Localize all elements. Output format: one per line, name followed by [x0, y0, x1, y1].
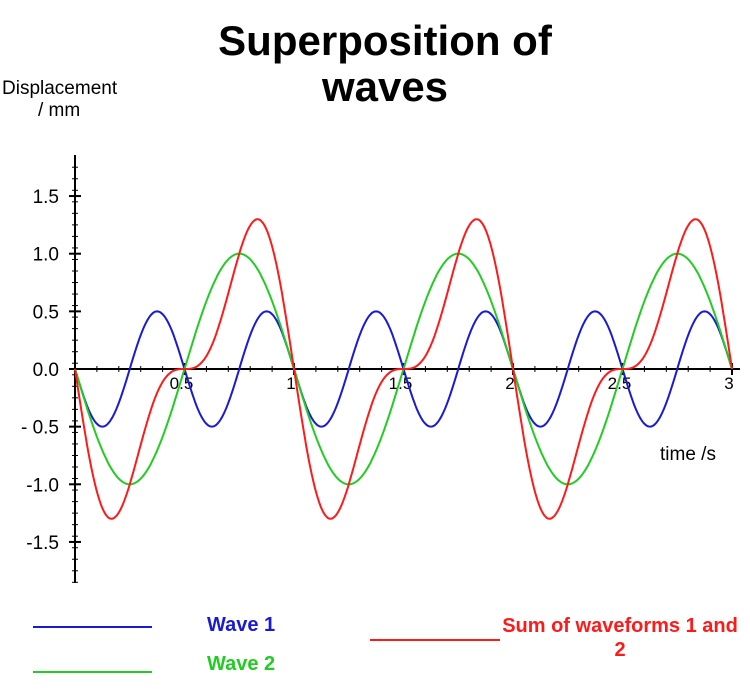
- series-layer: [74, 218, 733, 520]
- x-tick-label: 2: [505, 374, 514, 393]
- y-axis-label-unit: / mm: [38, 100, 81, 121]
- legend-label-wave-2: Wave 2: [207, 653, 276, 675]
- y-axis-label: Displacement / mm: [2, 78, 117, 122]
- series-sum: [74, 218, 733, 520]
- y-tick-label: 0.5: [33, 302, 59, 323]
- x-tick-label: 1: [286, 374, 295, 393]
- chart-title: Superposition of waves: [218, 17, 552, 110]
- y-tick-label: 0.0: [33, 360, 59, 381]
- y-tick-label: -1.5: [26, 533, 59, 554]
- y-tick-label: -1.0: [26, 475, 59, 496]
- legend-lines: [33, 626, 500, 673]
- y-tick-label: 1.5: [33, 187, 59, 208]
- x-axis-label: time /s: [660, 444, 716, 465]
- legend-label-wave-1: Wave 1: [207, 614, 276, 636]
- legend-label-sum: Sum of waveforms 1 and 2: [502, 615, 738, 661]
- y-axis-label-line1: Displacement: [2, 78, 118, 99]
- x-tick-label: 3: [724, 374, 733, 393]
- y-tick-label: - 0.5: [21, 418, 59, 439]
- y-tick-label: 1.0: [33, 245, 59, 266]
